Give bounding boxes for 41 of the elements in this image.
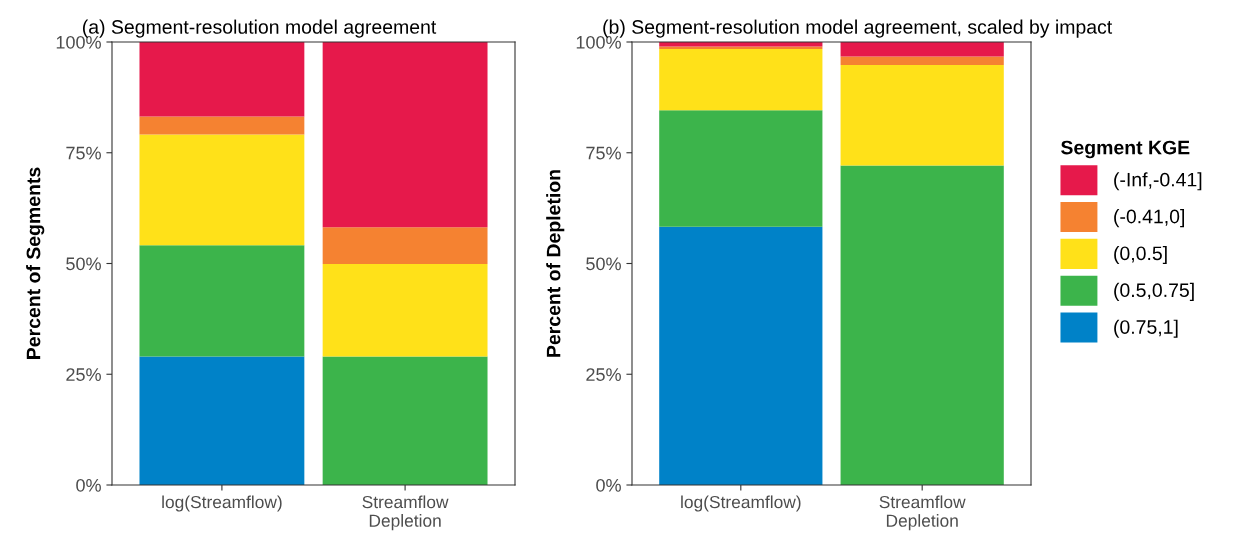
y-tick-label: 75% [66,146,101,160]
y-tick-label: 0% [76,478,101,492]
x-tick-label: log(Streamflow) [681,495,801,512]
bar [322,263,488,357]
chart-title: (a) Segment-resolution model agreement [82,19,437,38]
bar [139,134,305,246]
y-tick-label: 50% [586,257,621,271]
bar [659,46,823,50]
x-tick-label: Streamflow Depletion [879,495,966,531]
bar [322,356,488,485]
y-axis-title: Percent of Segments [26,167,45,359]
y-tick-label: 0% [596,478,621,492]
x-tick-label: log(Streamflow) [162,495,282,512]
bar [139,42,305,117]
y-tick-label: 50% [66,257,101,271]
legend-label: (0.75,1] [1114,319,1178,338]
legend-label: (0.5,0.75] [1114,282,1194,301]
bar [659,110,823,227]
y-axis-title: Percent of Depletion [546,170,565,357]
bar [322,227,488,264]
bar [840,165,1004,485]
legend-label: (-Inf,-0.41] [1114,172,1202,191]
y-tick-label: 100% [576,35,621,49]
y-tick-label: 25% [66,368,101,381]
legend-label: (0,0.5] [1114,245,1167,265]
bar [139,356,305,485]
bar [840,42,1004,57]
y-tick-label: 100% [56,35,101,49]
bar [659,49,823,111]
bar [139,116,305,135]
x-tick-label: Streamflow Depletion [362,495,449,531]
legend-title: Segment KGE [1061,140,1190,159]
bar [659,226,823,485]
chart-title: (b) Segment-resolution model agreement, scaled by impact [603,19,1113,38]
y-tick-label: 75% [586,146,621,160]
bar [139,245,305,357]
legend-label: (-0.41,0] [1114,209,1184,228]
bar [322,42,488,228]
bar [840,56,1004,66]
y-tick-label: 25% [586,368,621,381]
bar [840,65,1004,166]
